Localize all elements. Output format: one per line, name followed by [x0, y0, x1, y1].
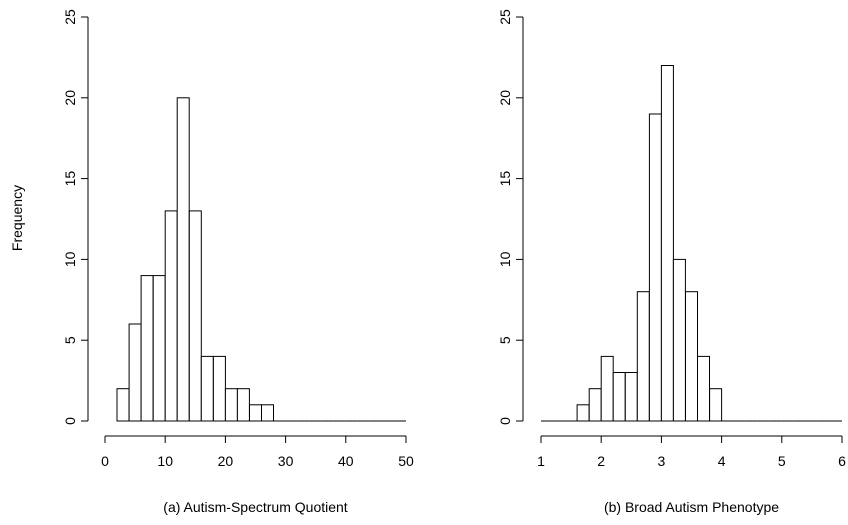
y-tick-label: 15: [62, 171, 78, 187]
histogram-bar: [152, 275, 166, 422]
y-tick-label: 0: [497, 417, 513, 425]
x-tick-label: 6: [838, 453, 846, 469]
histogram-bar: [672, 258, 686, 422]
histogram-bar: [128, 323, 142, 422]
histogram-bar: [624, 372, 638, 422]
histogram-bar: [588, 388, 602, 422]
histogram-bar: [660, 65, 674, 422]
histogram-panel-bap: 0 5 10 15 20 25 1 2 3 4 5 6 (b) Broad Autism Phenoty…: [497, 9, 846, 515]
y-tick-label: 20: [62, 90, 78, 106]
panel-caption: (a) Autism-Spectrum Quotient: [163, 499, 348, 515]
x-tick-label: 4: [718, 453, 726, 469]
histogram-bar: [636, 291, 650, 422]
x-tick-label: 40: [338, 453, 354, 469]
x-tick-label: 50: [398, 453, 414, 469]
histogram-bar: [176, 97, 190, 422]
x-tick-label: 10: [157, 453, 173, 469]
histogram-bar: [249, 404, 262, 422]
y-tick-label: 25: [62, 9, 78, 25]
x-tick-label: 30: [278, 453, 294, 469]
y-tick-label: 5: [62, 336, 78, 344]
panel-caption: (b) Broad Autism Phenotype: [604, 499, 779, 515]
histogram-bar: [685, 291, 698, 422]
y-tick-label: 5: [497, 336, 513, 344]
histogram-bar: [576, 404, 590, 422]
y-tick-label: 0: [62, 417, 78, 425]
x-tick-label: 3: [658, 453, 666, 469]
histogram-bar: [200, 355, 214, 422]
x-tick-label: 20: [218, 453, 234, 469]
histogram-bar: [116, 388, 130, 422]
histogram-bar: [612, 372, 626, 422]
histogram-bar: [224, 388, 238, 422]
y-tick-label: 25: [497, 9, 513, 25]
x-tick-label: 0: [101, 453, 109, 469]
x-tick-label: 5: [778, 453, 786, 469]
y-tick-label: 10: [497, 251, 513, 267]
histogram-panel-aq: 0 5 10 15 20 25 0 10 20 30 40 50 (a) Autism-Spectrum…: [62, 9, 414, 515]
histogram-bar: [648, 113, 662, 422]
y-axis-label: Frequency: [9, 185, 25, 251]
histogram-bar: [188, 210, 202, 422]
histogram-bar: [140, 275, 154, 422]
histogram-bar: [697, 355, 710, 422]
x-tick-label: 1: [537, 453, 545, 469]
histogram-bar: [164, 210, 178, 422]
y-tick-label: 10: [62, 251, 78, 267]
histogram-bar: [212, 355, 226, 422]
x-tick-label: 2: [597, 453, 605, 469]
y-tick-label: 20: [497, 90, 513, 106]
histogram-bar: [600, 355, 614, 422]
y-tick-label: 15: [497, 171, 513, 187]
histogram-bar: [709, 388, 723, 422]
histogram-bar: [236, 388, 250, 422]
histogram-bar: [261, 404, 274, 422]
